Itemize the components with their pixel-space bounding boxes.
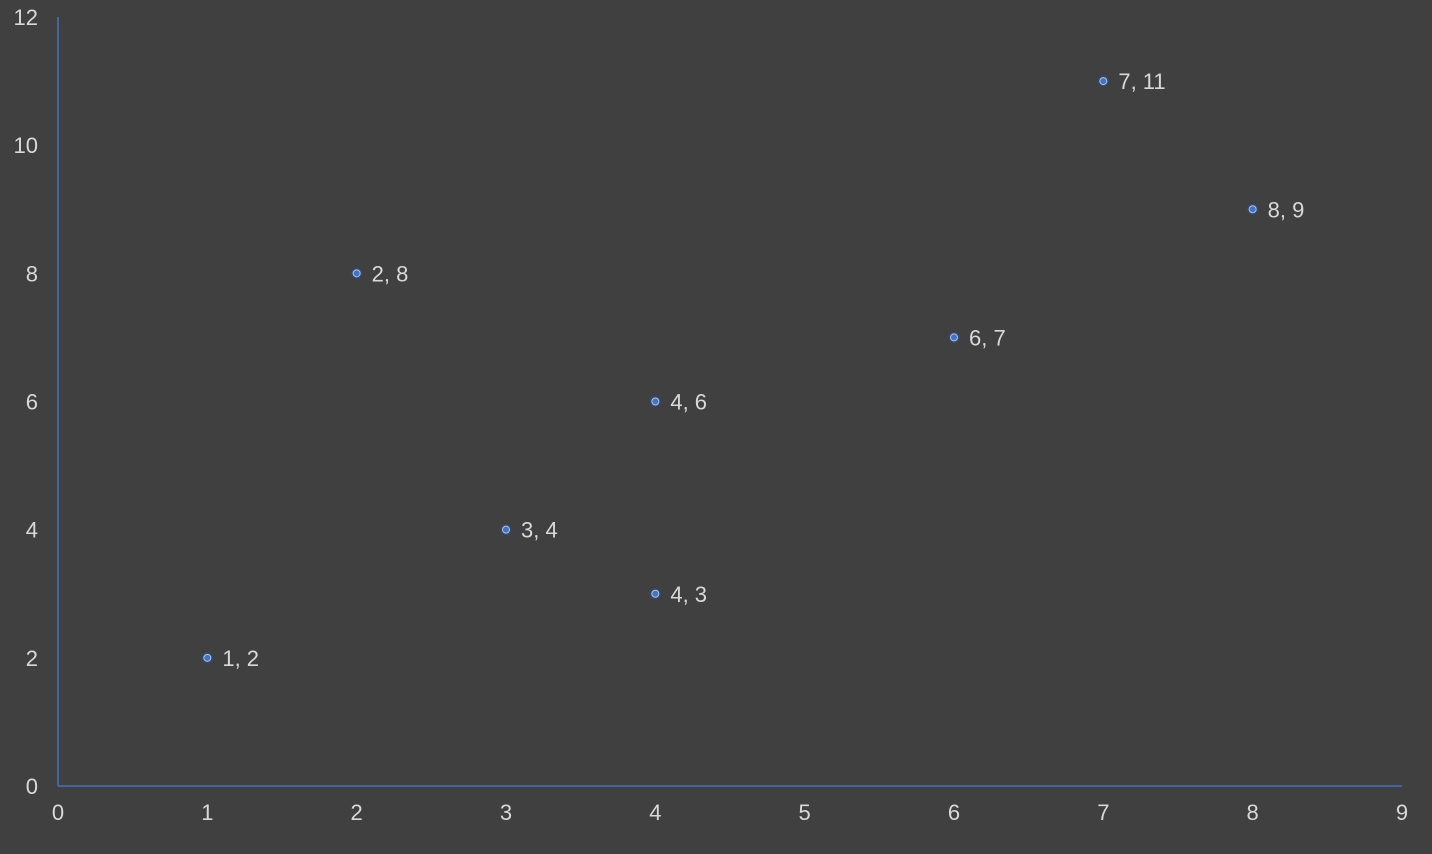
data-point: [950, 333, 958, 342]
x-tick-label: 5: [799, 800, 811, 825]
data-label: 3, 4: [521, 518, 558, 543]
y-tick-label: 0: [26, 774, 38, 799]
x-tick-label: 3: [500, 800, 512, 825]
y-tick-label: 4: [26, 518, 38, 543]
data-point: [1248, 205, 1257, 214]
y-tick-label: 8: [26, 261, 38, 286]
data-point: [651, 397, 660, 406]
x-tick-label: 8: [1247, 800, 1259, 825]
data-point: [502, 525, 510, 534]
x-tick-label: 1: [201, 800, 213, 825]
y-tick-label: 6: [26, 390, 38, 415]
x-tick-label: 7: [1097, 800, 1109, 825]
data-point: [651, 589, 660, 598]
data-label: 6, 7: [969, 325, 1006, 350]
y-tick-label: 2: [26, 646, 38, 671]
y-tick-label: 10: [14, 133, 38, 158]
y-tick-label: 12: [14, 5, 38, 30]
x-tick-label: 0: [52, 800, 64, 825]
data-label: 4, 6: [670, 390, 707, 415]
data-label: 8, 9: [1268, 197, 1305, 222]
data-point: [1099, 77, 1108, 86]
data-label: 2, 8: [372, 261, 409, 286]
data-point: [352, 269, 361, 278]
x-tick-label: 9: [1396, 800, 1408, 825]
data-label: 4, 3: [670, 582, 707, 607]
x-tick-label: 2: [351, 800, 363, 825]
data-point: [203, 653, 212, 662]
x-tick-label: 6: [948, 800, 960, 825]
data-label: 1, 2: [222, 646, 259, 671]
data-label: 7, 11: [1118, 69, 1165, 94]
x-tick-label: 4: [649, 800, 661, 825]
